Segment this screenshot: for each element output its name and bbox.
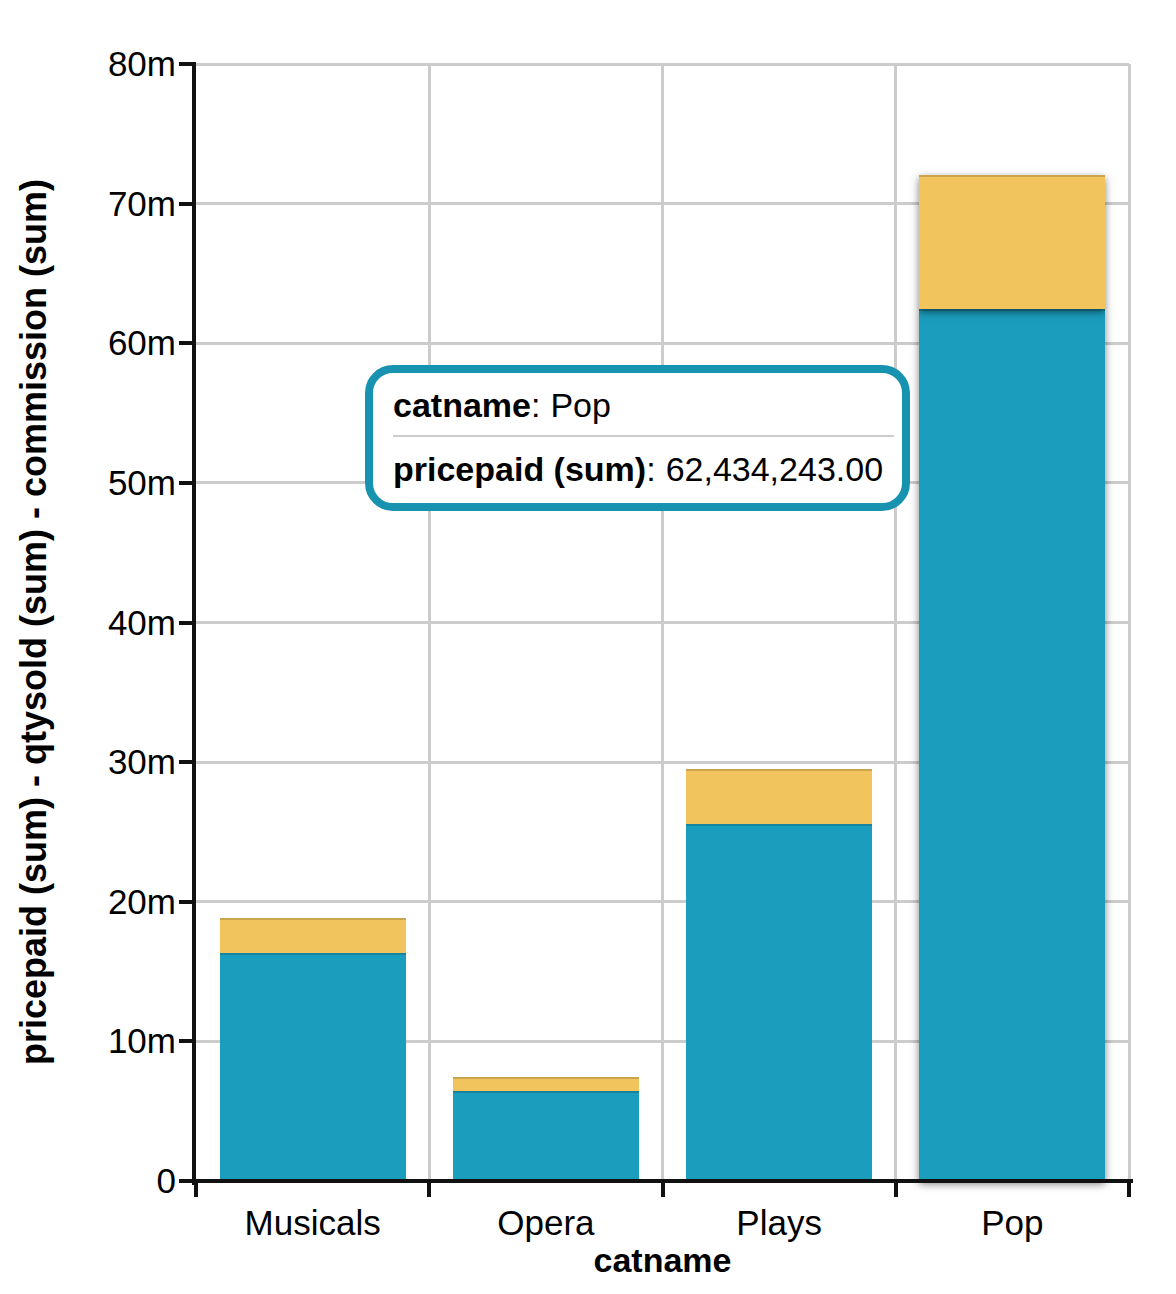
gridline-vertical — [1128, 64, 1131, 1181]
bar-segment-plays-series1[interactable] — [686, 769, 872, 823]
y-tick-label: 60m — [0, 321, 176, 365]
tooltip-colon: : — [531, 386, 540, 424]
tooltip-category-label: catname — [393, 386, 531, 424]
x-tick-mark — [427, 1183, 431, 1197]
bar-segment-opera-series0[interactable] — [453, 1091, 639, 1181]
bar-segment-plays-series0[interactable] — [686, 824, 872, 1181]
bar-segment-opera-series1[interactable] — [453, 1077, 639, 1091]
x-axis-title: catname — [196, 1241, 1129, 1280]
y-tick-label: 30m — [0, 740, 176, 784]
gridline-vertical — [428, 64, 431, 1181]
tooltip-divider — [393, 435, 894, 437]
y-tick-mark — [179, 621, 192, 625]
y-tick-label: 20m — [0, 880, 176, 924]
tooltip-colon: : — [646, 450, 655, 488]
bar-segment-musicals-series0[interactable] — [220, 953, 406, 1181]
tooltip-category-value: Pop — [550, 386, 611, 424]
y-tick-mark — [179, 341, 192, 345]
y-tick-mark — [179, 481, 192, 485]
x-tick-mark — [894, 1183, 898, 1197]
tooltip-row-category: catname: Pop — [393, 383, 894, 427]
bar-segment-musicals-series1[interactable] — [220, 918, 406, 953]
y-tick-mark — [179, 900, 192, 904]
gridline-vertical — [661, 64, 664, 1181]
y-tick-label: 10m — [0, 1019, 176, 1063]
tooltip-measure-value: 62,434,243.00 — [666, 450, 883, 488]
gridline-vertical — [894, 64, 897, 1181]
stacked-bar-chart: pricepaid (sum) - qtysold (sum) - commis… — [0, 0, 1176, 1294]
y-axis-line — [192, 62, 196, 1185]
y-tick-label: 0 — [0, 1159, 176, 1203]
x-category-label: Opera — [429, 1203, 662, 1243]
tooltip: catname:Pop pricepaid (sum):62,434,243.0… — [365, 365, 910, 511]
bar-segment-pop-series1[interactable] — [919, 175, 1105, 309]
x-tick-mark — [194, 1183, 198, 1197]
plot-area: 0 10m 20m 30m 40m 50m 60m 70m 80m MusicalsOperaPl… — [0, 0, 1176, 1294]
x-category-label: Musicals — [196, 1203, 429, 1243]
x-tick-mark — [661, 1183, 665, 1197]
y-tick-mark — [179, 1039, 192, 1043]
y-tick-mark — [179, 1179, 192, 1183]
bar-segment-pop-series0[interactable] — [919, 309, 1105, 1181]
tooltip-measure-label: pricepaid (sum) — [393, 450, 646, 488]
x-category-label: Pop — [896, 1203, 1129, 1243]
y-tick-label: 40m — [0, 601, 176, 645]
tooltip-row-measure: pricepaid (sum):62,434,243.00 — [393, 447, 894, 491]
x-category-label: Plays — [663, 1203, 896, 1243]
x-tick-mark — [1127, 1183, 1131, 1197]
y-tick-label: 50m — [0, 461, 176, 505]
y-tick-mark — [179, 760, 192, 764]
y-tick-label: 80m — [0, 42, 176, 86]
y-tick-mark — [179, 62, 192, 66]
y-tick-mark — [179, 202, 192, 206]
y-tick-label: 70m — [0, 182, 176, 226]
